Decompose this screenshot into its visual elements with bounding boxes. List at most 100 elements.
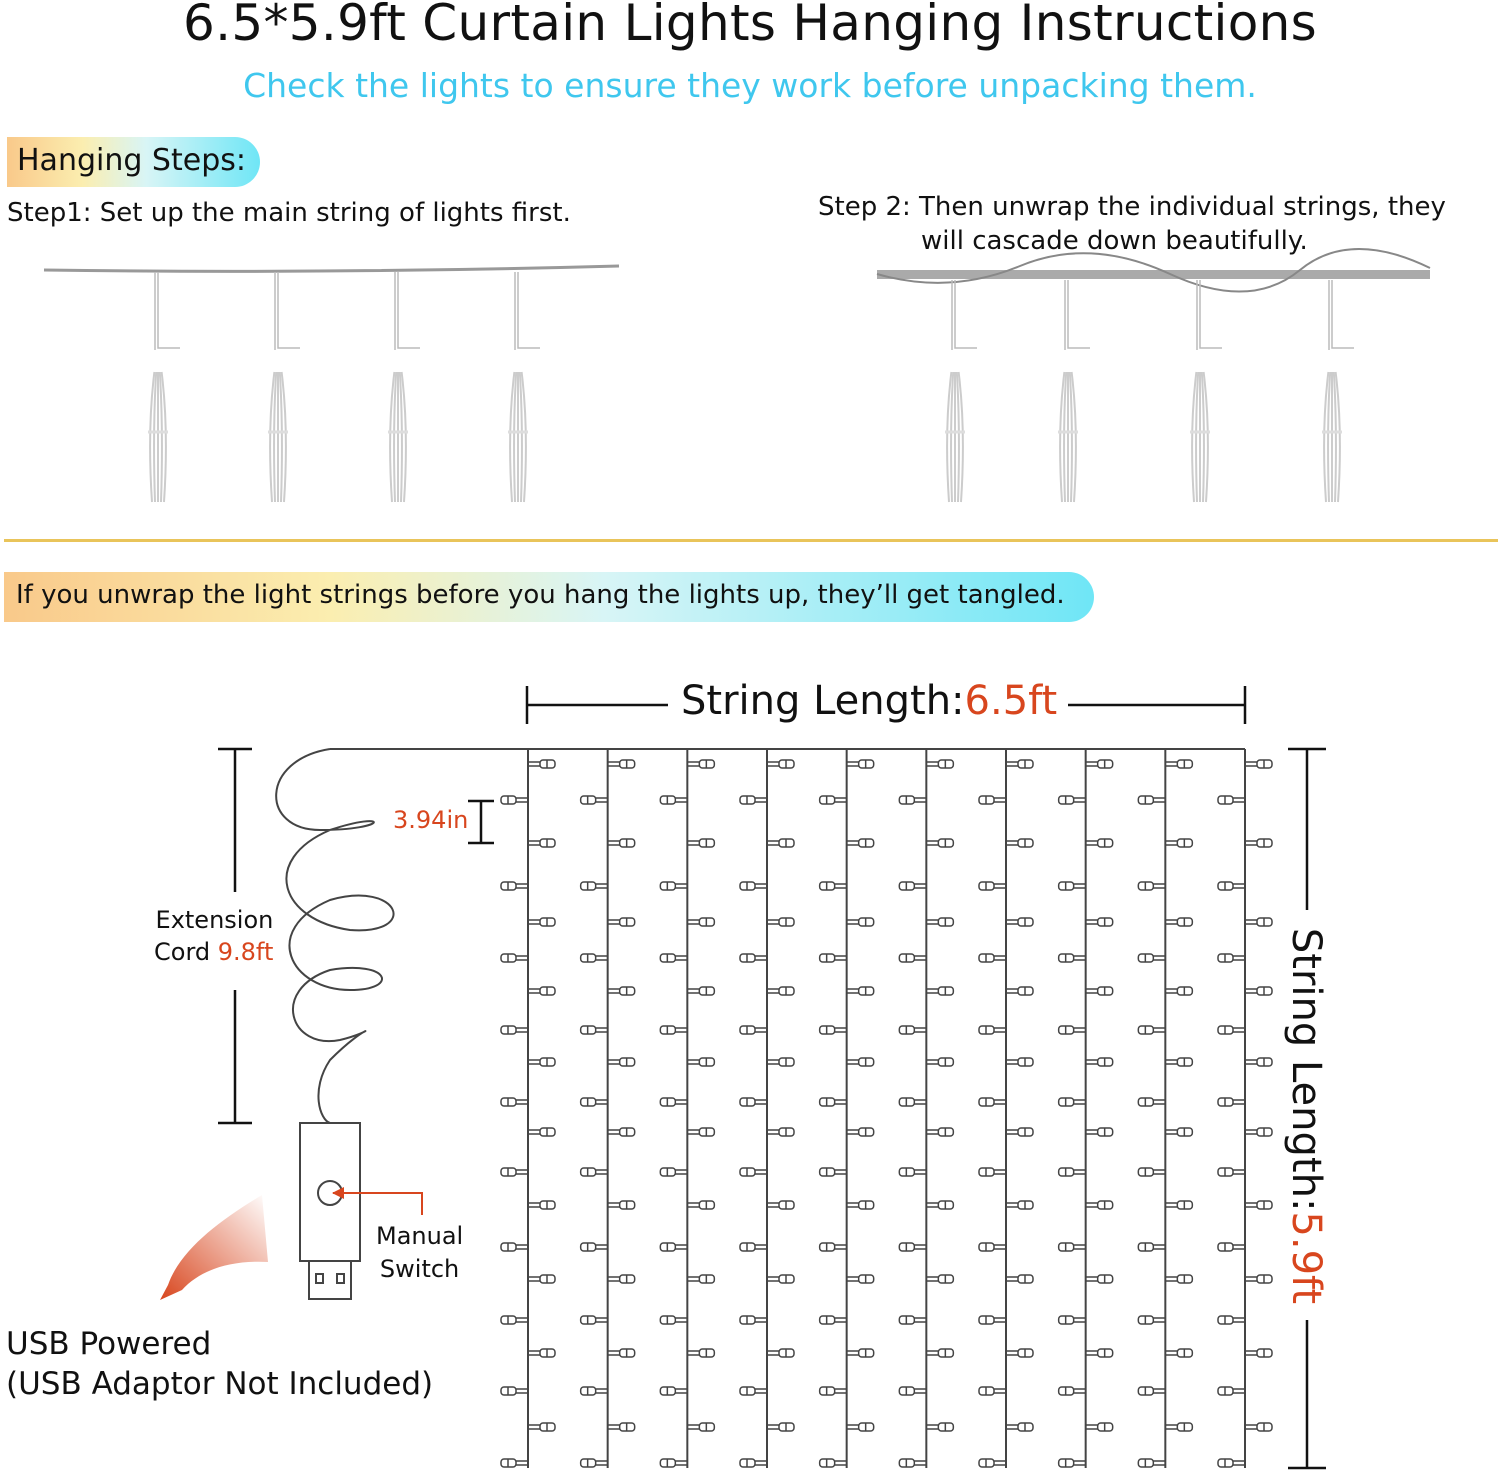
bulb [1137, 1025, 1166, 1035]
bulb [767, 1274, 795, 1284]
bulb [978, 1386, 1006, 1396]
bulb [1165, 1422, 1194, 1432]
bulb [739, 795, 767, 805]
bulb [1245, 1274, 1273, 1284]
bulb [898, 1458, 927, 1468]
light-bundle [388, 272, 420, 503]
bulb [500, 881, 528, 891]
bulb [500, 795, 528, 805]
bulb [607, 759, 636, 769]
bulb [1006, 986, 1034, 996]
light-bundle [508, 272, 540, 503]
height-dimension [1288, 747, 1326, 1470]
bulb [500, 1315, 528, 1325]
bulb [1165, 1057, 1194, 1067]
bulb [739, 1025, 767, 1035]
bulb [1217, 1386, 1245, 1396]
bulb [500, 1242, 528, 1252]
bulb [607, 838, 636, 848]
bulb [659, 1315, 688, 1325]
bulb [898, 1315, 927, 1325]
bulb [1245, 1057, 1273, 1067]
bulb [978, 1458, 1006, 1468]
bulb [1245, 1422, 1273, 1432]
bulb [528, 838, 556, 848]
bulb [579, 1386, 608, 1396]
usb-pin [336, 1273, 345, 1284]
light-curtain [330, 748, 1273, 1468]
bulb [767, 838, 795, 848]
bulb [1057, 1097, 1086, 1107]
bulb [1217, 1315, 1245, 1325]
bulb [846, 1274, 875, 1284]
bulb [818, 1458, 847, 1468]
bulb [898, 1167, 927, 1177]
bulb [659, 1097, 688, 1107]
extension-text: Extension [155, 906, 274, 934]
bulb [978, 1315, 1006, 1325]
bulb [579, 1315, 608, 1325]
drop-length-text: String Length: [1283, 927, 1329, 1212]
bulb [1245, 986, 1273, 996]
bulb [1006, 917, 1034, 927]
bulb [579, 953, 608, 963]
step1-illustration [43, 264, 620, 503]
bulb [739, 1386, 767, 1396]
bulb [1085, 1057, 1114, 1067]
bulb [818, 881, 847, 891]
bulb [1165, 759, 1194, 769]
bulb [1137, 1315, 1166, 1325]
bulb [846, 1127, 875, 1137]
bulb [1245, 917, 1273, 927]
bulb [579, 881, 608, 891]
bulb [739, 1167, 767, 1177]
bulb [687, 1274, 716, 1284]
bulb [926, 759, 955, 769]
bulb [767, 1200, 795, 1210]
bulb [739, 1097, 767, 1107]
bulb [818, 1097, 847, 1107]
cord-dimension [218, 747, 252, 1125]
warning-text: If you unwrap the light strings before y… [16, 580, 1065, 610]
bulb [926, 1274, 955, 1284]
bulb [898, 881, 927, 891]
bulb [818, 795, 847, 805]
bulb [898, 1386, 927, 1396]
bulb [687, 1348, 716, 1358]
bulb [1057, 1167, 1086, 1177]
bulb [1057, 881, 1086, 891]
bulb [846, 917, 875, 927]
hanging-steps-label: Hanging Steps: [17, 143, 246, 178]
bulb [1137, 881, 1166, 891]
hanging-rod [877, 270, 1430, 279]
bulb [978, 953, 1006, 963]
bulb [687, 986, 716, 996]
usb-arrow-icon [160, 1195, 268, 1300]
light-bundle [268, 272, 300, 503]
light-bundle [1322, 280, 1354, 503]
page-subtitle: Check the lights to ensure they work bef… [243, 66, 1257, 105]
bulb [500, 1458, 528, 1468]
bulb [687, 838, 716, 848]
string-length-label: String Length:6.5ft [677, 678, 1062, 724]
bulb [687, 1057, 716, 1067]
bulb [739, 1315, 767, 1325]
bulb [607, 917, 636, 927]
bulb [528, 1200, 556, 1210]
bulb [1165, 1348, 1194, 1358]
step1-text: Step1: Set up the main string of lights … [7, 198, 571, 228]
bulb [1165, 917, 1194, 927]
bulb [739, 1242, 767, 1252]
bulb [1217, 953, 1245, 963]
bulb [1085, 917, 1114, 927]
bulb [579, 1167, 608, 1177]
bulb [1245, 1348, 1273, 1358]
bulb [528, 1274, 556, 1284]
bulb [1217, 1097, 1245, 1107]
section-divider [4, 539, 1498, 542]
manual-text: Manual [376, 1222, 464, 1250]
bulb [818, 1315, 847, 1325]
bulb [607, 1274, 636, 1284]
bulb [1006, 1274, 1034, 1284]
